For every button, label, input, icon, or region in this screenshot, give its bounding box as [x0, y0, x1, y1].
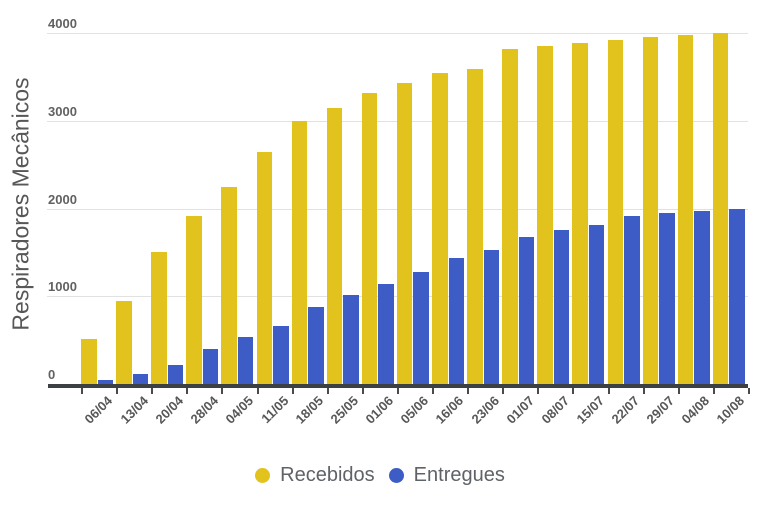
bar-entregues-11/05[interactable] — [273, 326, 289, 384]
bar-recebidos-23/06[interactable] — [467, 68, 483, 384]
bar-recebidos-04/05[interactable] — [221, 187, 237, 384]
x-label-06/04: 06/04 — [81, 393, 116, 427]
bar-recebidos-01/07[interactable] — [502, 48, 518, 384]
bar-recebidos-11/05[interactable] — [256, 152, 272, 384]
bar-recebidos-05/06[interactable] — [396, 83, 413, 384]
bar-entregues-29/07[interactable] — [659, 212, 675, 384]
gridline-4000 — [47, 33, 748, 34]
x-label-08/07: 08/07 — [538, 393, 572, 427]
x-tick — [116, 388, 119, 394]
x-label-20/04: 20/04 — [152, 393, 186, 427]
x-tick — [712, 388, 715, 394]
bar-entregues-18/05[interactable] — [308, 307, 324, 384]
bar-recebidos-20/04[interactable] — [151, 252, 167, 384]
bar-recebidos-06/04[interactable] — [81, 339, 97, 384]
bar-recebidos-15/07[interactable] — [572, 42, 588, 384]
bar-entregues-23/06[interactable] — [483, 249, 500, 384]
x-tick — [326, 388, 329, 394]
bar-entregues-15/07[interactable] — [588, 224, 605, 384]
y-tick-label-1000: 1000 — [48, 279, 77, 295]
y-axis-title: Respiradores Mecânicos — [7, 77, 34, 331]
x-tick — [572, 388, 575, 394]
x-label-01/07: 01/07 — [503, 393, 537, 427]
bar-recebidos-16/06[interactable] — [432, 73, 448, 384]
x-label-15/07: 15/07 — [573, 393, 608, 427]
x-tick — [151, 388, 154, 394]
bar-entregues-16/06[interactable] — [448, 258, 464, 384]
x-tick — [432, 388, 434, 394]
bar-recebidos-01/06[interactable] — [361, 92, 378, 384]
bar-entregues-25/05[interactable] — [343, 295, 359, 384]
x-label-04/08: 04/08 — [678, 393, 713, 427]
bar-recebidos-29/07[interactable] — [642, 36, 659, 384]
x-label-16/06: 16/06 — [432, 393, 467, 427]
x-label-10/08: 10/08 — [713, 393, 748, 427]
bar-entregues-08/07[interactable] — [553, 230, 570, 384]
bar-recebidos-04/08[interactable] — [677, 34, 694, 384]
bar-entregues-01/06[interactable] — [378, 283, 394, 384]
bar-entregues-04/05[interactable] — [237, 337, 254, 384]
x-label-28/04: 28/04 — [187, 393, 221, 427]
x-tick — [607, 388, 610, 394]
x-label-11/05: 11/05 — [257, 393, 292, 427]
x-label-01/06: 01/06 — [362, 393, 397, 427]
y-tick-label-3000: 3000 — [48, 103, 77, 119]
bar-recebidos-10/08[interactable] — [712, 33, 729, 384]
bar-entregues-01/07[interactable] — [518, 237, 535, 384]
recebidos-dot-icon — [255, 467, 271, 483]
y-tick-label-2000: 2000 — [48, 191, 77, 207]
bar-recebidos-18/05[interactable] — [291, 120, 308, 384]
x-label-22/07: 22/07 — [608, 393, 643, 427]
bar-entregues-13/04[interactable] — [132, 373, 149, 384]
legend-label-entregues: Entregues — [413, 463, 505, 486]
x-label-23/06: 23/06 — [468, 393, 502, 427]
bar-entregues-05/06[interactable] — [413, 272, 429, 384]
x-label-29/07: 29/07 — [643, 393, 678, 427]
bar-recebidos-28/04[interactable] — [186, 215, 202, 384]
y-tick-label-0: 0 — [48, 367, 56, 382]
x-tick — [361, 388, 364, 394]
bar-entregues-06/04[interactable] — [97, 380, 113, 384]
x-tick — [396, 388, 399, 394]
bar-recebidos-08/07[interactable] — [537, 45, 553, 384]
x-tick — [537, 388, 540, 394]
legend-item-recebidos: Recebidos — [255, 464, 375, 487]
bar-entregues-04/08[interactable] — [694, 210, 710, 384]
legend-label-recebidos: Recebidos — [280, 463, 375, 486]
bar-recebidos-25/05[interactable] — [326, 107, 343, 384]
x-tick — [291, 388, 294, 394]
x-axis-line — [48, 384, 748, 388]
bar-entregues-10/08[interactable] — [729, 208, 745, 384]
y-tick-label-4000: 4000 — [48, 16, 77, 31]
x-label-18/05: 18/05 — [292, 393, 327, 427]
entregues-dot-icon — [388, 467, 404, 483]
x-tick — [221, 388, 224, 394]
x-tick — [747, 388, 750, 394]
legend-item-entregues: Entregues — [388, 463, 505, 487]
x-tick — [642, 388, 645, 394]
bar-recebidos-22/07[interactable] — [607, 39, 623, 384]
bar-entregues-20/04[interactable] — [167, 364, 184, 384]
x-tick — [81, 388, 83, 394]
x-label-25/05: 25/05 — [327, 393, 362, 427]
legend: Recebidos Entregues — [0, 460, 760, 490]
x-label-13/04: 13/04 — [117, 393, 151, 427]
bar-recebidos-13/04[interactable] — [116, 300, 132, 384]
x-tick — [502, 388, 505, 394]
x-tick — [467, 388, 470, 394]
x-label-05/06: 05/06 — [397, 393, 432, 427]
bar-entregues-22/07[interactable] — [624, 216, 640, 384]
x-label-04/05: 04/05 — [222, 393, 257, 427]
x-tick — [256, 388, 259, 394]
x-tick — [186, 388, 189, 394]
bar-entregues-28/04[interactable] — [202, 348, 219, 384]
x-tick — [677, 388, 680, 394]
